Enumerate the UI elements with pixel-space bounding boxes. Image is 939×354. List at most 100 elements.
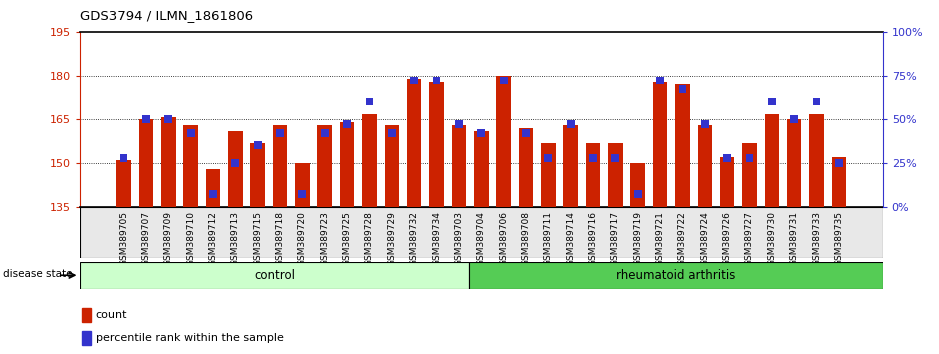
- Text: GSM389710: GSM389710: [186, 211, 195, 266]
- Bar: [80, 262, 470, 289]
- Bar: [119, 154, 128, 161]
- Text: GSM389734: GSM389734: [432, 211, 441, 266]
- Text: GSM389717: GSM389717: [611, 211, 620, 266]
- Bar: [164, 115, 172, 123]
- Text: GSM389706: GSM389706: [500, 211, 508, 266]
- Text: GSM389724: GSM389724: [700, 211, 709, 266]
- Bar: [563, 125, 577, 207]
- Text: GSM389718: GSM389718: [275, 211, 285, 266]
- Bar: [477, 129, 485, 137]
- Text: percentile rank within the sample: percentile rank within the sample: [96, 332, 284, 343]
- Text: GSM389712: GSM389712: [208, 211, 218, 266]
- Bar: [634, 190, 641, 198]
- Bar: [679, 85, 686, 93]
- Bar: [228, 131, 242, 207]
- Bar: [343, 120, 351, 128]
- Text: GSM389713: GSM389713: [231, 211, 239, 266]
- Bar: [365, 98, 374, 105]
- Bar: [142, 115, 150, 123]
- Bar: [82, 308, 91, 322]
- Bar: [273, 125, 287, 207]
- Bar: [206, 169, 221, 207]
- Text: GSM389723: GSM389723: [320, 211, 330, 266]
- Text: GSM389725: GSM389725: [343, 211, 351, 266]
- Text: GSM389735: GSM389735: [835, 211, 843, 266]
- Bar: [299, 190, 306, 198]
- Bar: [82, 331, 91, 344]
- Bar: [429, 81, 444, 207]
- Text: GSM389704: GSM389704: [477, 211, 485, 266]
- Bar: [254, 141, 262, 149]
- Bar: [720, 158, 734, 207]
- Bar: [675, 85, 689, 207]
- Text: disease state: disease state: [3, 269, 72, 279]
- Bar: [183, 125, 198, 207]
- Text: rheumatoid arthritis: rheumatoid arthritis: [616, 269, 735, 282]
- Text: GSM389705: GSM389705: [119, 211, 128, 266]
- Text: GSM389708: GSM389708: [521, 211, 531, 266]
- Bar: [742, 143, 757, 207]
- Bar: [567, 120, 575, 128]
- Text: GSM389726: GSM389726: [723, 211, 731, 266]
- Text: GSM389714: GSM389714: [566, 211, 576, 266]
- Text: control: control: [254, 269, 295, 282]
- Text: GSM389729: GSM389729: [387, 211, 396, 266]
- Bar: [809, 114, 824, 207]
- Bar: [251, 143, 265, 207]
- Bar: [656, 76, 664, 84]
- Bar: [116, 160, 131, 207]
- Text: GSM389730: GSM389730: [767, 211, 777, 266]
- Bar: [832, 158, 846, 207]
- Bar: [787, 120, 802, 207]
- Text: GSM389721: GSM389721: [655, 211, 665, 266]
- Bar: [321, 129, 329, 137]
- Bar: [340, 122, 354, 207]
- Bar: [541, 143, 556, 207]
- Bar: [474, 131, 488, 207]
- Bar: [231, 159, 239, 167]
- Bar: [700, 120, 709, 128]
- Bar: [586, 143, 600, 207]
- Bar: [497, 76, 511, 207]
- Bar: [791, 115, 798, 123]
- Bar: [611, 154, 620, 161]
- Bar: [362, 114, 377, 207]
- Text: GSM389709: GSM389709: [163, 211, 173, 266]
- Bar: [500, 76, 507, 84]
- Bar: [518, 128, 533, 207]
- Bar: [608, 143, 623, 207]
- Text: GSM389703: GSM389703: [454, 211, 463, 266]
- Bar: [452, 125, 466, 207]
- Bar: [139, 120, 153, 207]
- Bar: [630, 163, 645, 207]
- Text: GSM389707: GSM389707: [142, 211, 150, 266]
- Text: GSM389727: GSM389727: [745, 211, 754, 266]
- Text: GSM389720: GSM389720: [298, 211, 307, 266]
- Text: GSM389715: GSM389715: [254, 211, 262, 266]
- Bar: [317, 125, 332, 207]
- Bar: [764, 114, 779, 207]
- Bar: [407, 79, 422, 207]
- Bar: [385, 125, 399, 207]
- Bar: [388, 129, 395, 137]
- Bar: [746, 154, 753, 161]
- Bar: [470, 262, 883, 289]
- Bar: [209, 190, 217, 198]
- Text: GSM389716: GSM389716: [589, 211, 597, 266]
- Bar: [455, 120, 463, 128]
- Text: GSM389719: GSM389719: [633, 211, 642, 266]
- Bar: [653, 81, 668, 207]
- Bar: [698, 125, 712, 207]
- Text: count: count: [96, 310, 127, 320]
- Bar: [433, 76, 440, 84]
- Bar: [545, 154, 552, 161]
- Bar: [187, 129, 194, 137]
- Bar: [723, 154, 731, 161]
- Text: GSM389733: GSM389733: [812, 211, 821, 266]
- Bar: [835, 159, 843, 167]
- Bar: [161, 116, 176, 207]
- Bar: [768, 98, 776, 105]
- Text: GSM389711: GSM389711: [544, 211, 553, 266]
- Text: GSM389722: GSM389722: [678, 211, 687, 266]
- Text: GSM389728: GSM389728: [365, 211, 374, 266]
